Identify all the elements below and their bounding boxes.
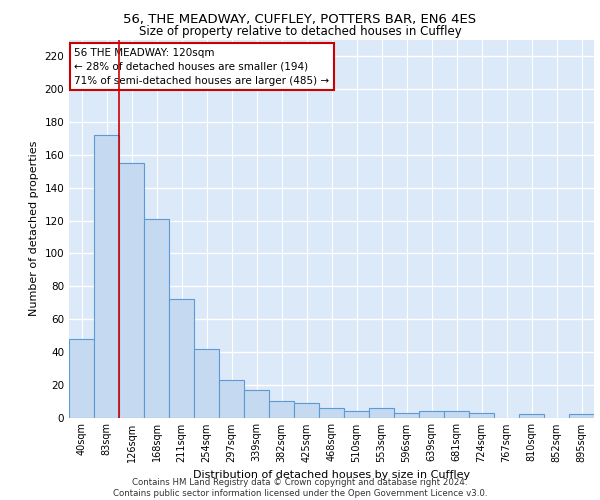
Text: Contains HM Land Registry data © Crown copyright and database right 2024.
Contai: Contains HM Land Registry data © Crown c…: [113, 478, 487, 498]
Bar: [94, 135, 119, 418]
Bar: [469, 412, 494, 418]
Bar: [519, 414, 544, 418]
Bar: [144, 219, 169, 418]
Bar: [444, 411, 469, 418]
Bar: [119, 163, 144, 417]
X-axis label: Distribution of detached houses by size in Cuffley: Distribution of detached houses by size …: [193, 470, 470, 480]
Bar: [269, 401, 294, 417]
Bar: [394, 412, 419, 418]
Text: 56 THE MEADWAY: 120sqm
← 28% of detached houses are smaller (194)
71% of semi-de: 56 THE MEADWAY: 120sqm ← 28% of detached…: [74, 48, 329, 86]
Bar: [169, 300, 194, 418]
Text: Size of property relative to detached houses in Cuffley: Size of property relative to detached ho…: [139, 25, 461, 38]
Bar: [344, 411, 369, 418]
Bar: [219, 380, 244, 418]
Bar: [319, 408, 344, 418]
Bar: [369, 408, 394, 418]
Bar: [194, 348, 219, 418]
Text: 56, THE MEADWAY, CUFFLEY, POTTERS BAR, EN6 4ES: 56, THE MEADWAY, CUFFLEY, POTTERS BAR, E…: [124, 12, 476, 26]
Y-axis label: Number of detached properties: Number of detached properties: [29, 141, 39, 316]
Bar: [244, 390, 269, 417]
Bar: [69, 338, 94, 417]
Bar: [294, 402, 319, 417]
Bar: [569, 414, 594, 418]
Bar: [419, 411, 444, 418]
